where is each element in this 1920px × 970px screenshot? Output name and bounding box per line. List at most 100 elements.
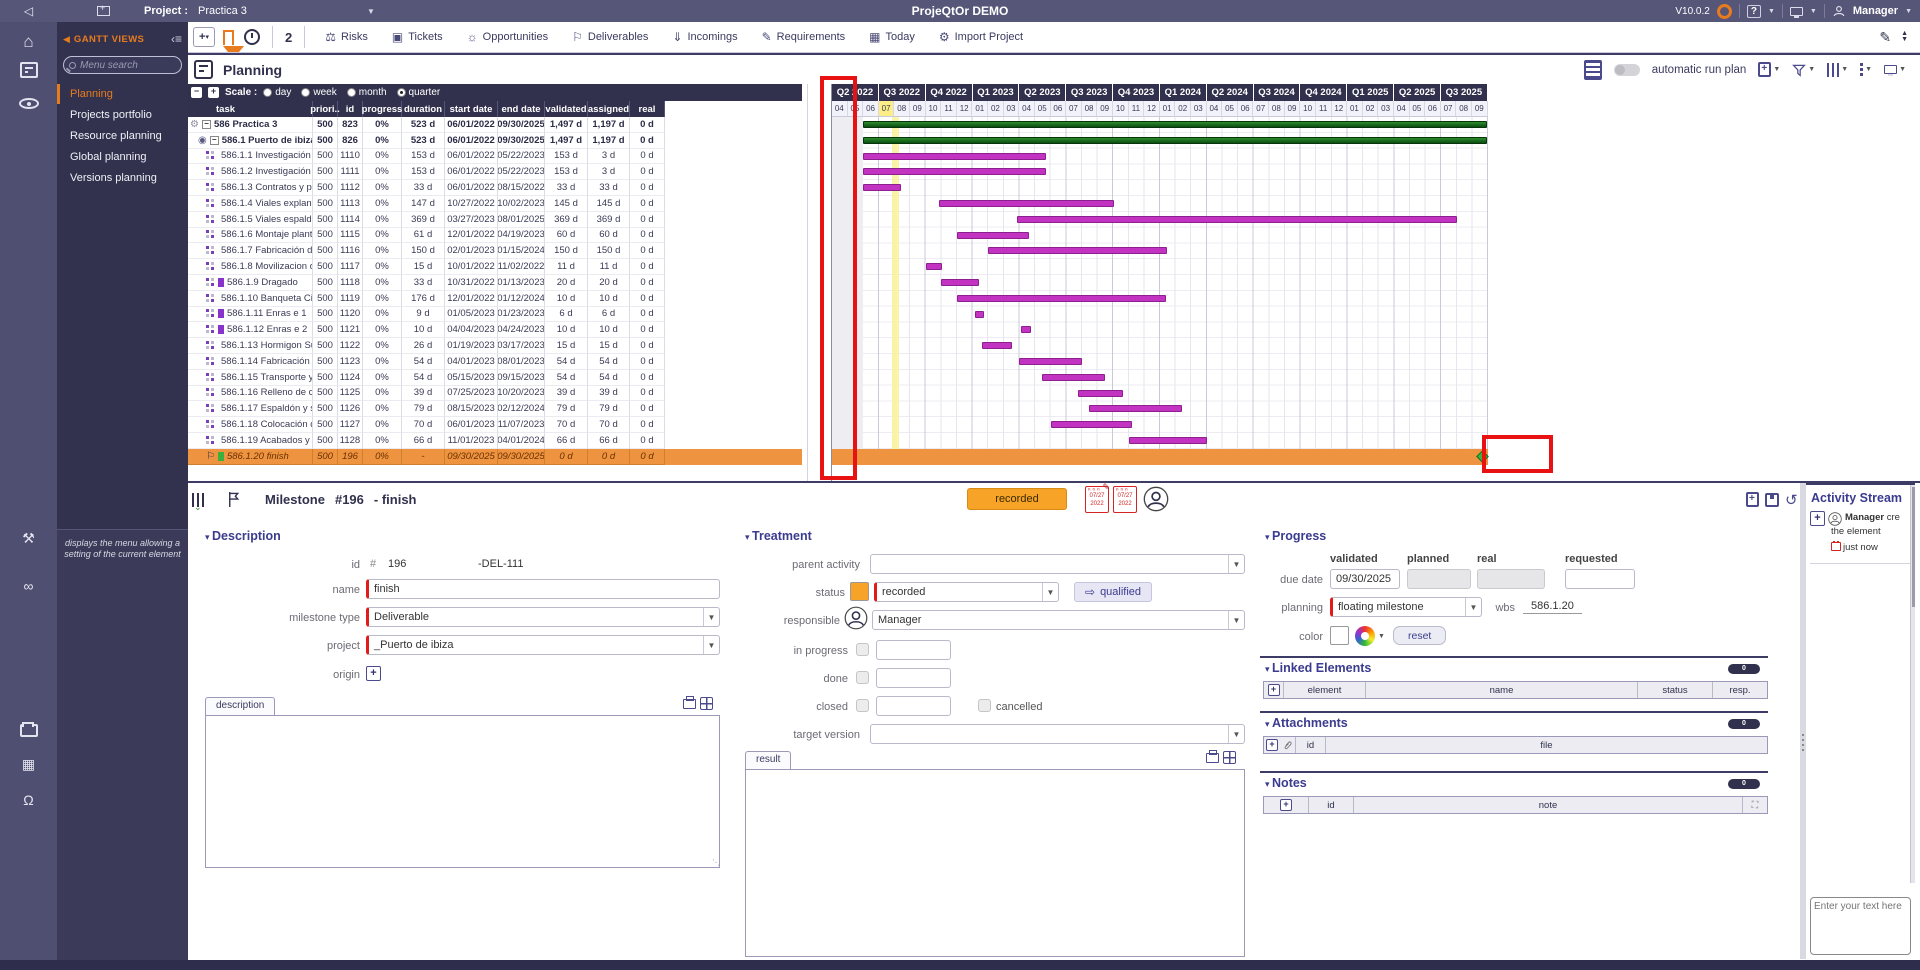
task-hierarchy-icon[interactable] — [206, 214, 215, 224]
table-row[interactable]: 586.1.14 Fabricación c.. 500 1123 0% 54 d 04/… — [188, 353, 665, 370]
table-row[interactable]: 586.1.8 Movilizacion d.. 500 1117 0% 15 d 10/… — [188, 259, 665, 275]
project-gear-icon[interactable]: ⚙ — [190, 118, 199, 130]
table-row[interactable]: 586.1.17 Espaldón y s.. 500 1126 0% 79 d 08/1… — [188, 401, 665, 418]
gantt-task-bar[interactable] — [863, 184, 902, 192]
gantt-body[interactable] — [832, 117, 1489, 465]
layout-grid-icon[interactable] — [700, 697, 713, 710]
responsible-person-icon[interactable] — [844, 606, 868, 630]
automatic-run-plan-toggle[interactable] — [1613, 63, 1640, 76]
report-button[interactable]: ▼ — [1758, 62, 1780, 77]
views-eye-icon[interactable] — [0, 94, 57, 114]
planning-module-icon[interactable] — [0, 62, 57, 83]
notifications-bell-icon[interactable]: Ω — [23, 792, 34, 808]
gantt-task-bar[interactable] — [1016, 215, 1457, 223]
sidebar-item-versions-planning[interactable]: Versions planning — [70, 172, 157, 184]
task-hierarchy-icon[interactable] — [206, 277, 215, 287]
checklist-button[interactable] — [1746, 492, 1759, 507]
gantt-task-bar[interactable] — [1078, 389, 1123, 397]
task-hierarchy-icon[interactable] — [206, 293, 215, 303]
print-icon[interactable] — [683, 695, 696, 709]
table-row[interactable]: 586.1.19 Acabados y .. 500 1128 0% 66 d 11/01… — [188, 432, 665, 449]
gantt-task-bar[interactable] — [938, 200, 1114, 207]
links-icon[interactable]: ∞ — [23, 578, 34, 594]
gantt-task-bar[interactable] — [925, 263, 942, 271]
table-row[interactable]: 586.1.7 Fabricación de.. 500 1116 0% 150 d 02… — [188, 243, 665, 260]
task-hierarchy-icon[interactable] — [206, 309, 215, 318]
gantt-task-bar[interactable] — [863, 152, 1046, 160]
sidebar-collapse-icon[interactable]: ‹≡ — [171, 32, 182, 46]
alerts-count-badge[interactable]: 2 — [285, 29, 293, 45]
reports-grid-icon[interactable]: ▦ — [21, 756, 36, 772]
task-hierarchy-icon[interactable] — [206, 420, 215, 429]
in-progress-date-field[interactable] — [876, 640, 951, 660]
column-header-startdate[interactable]: start date — [445, 101, 498, 117]
toolbar-button-today[interactable]: ▦ Today — [869, 30, 915, 44]
project-selector[interactable]: Practica 3 — [198, 5, 247, 17]
scale-radio-week[interactable]: week — [301, 87, 337, 98]
task-hierarchy-icon[interactable] — [206, 246, 215, 255]
responsible-select[interactable]: Manager ▼ — [872, 610, 1245, 630]
add-linked-element-button[interactable]: + — [1267, 684, 1280, 696]
table-row[interactable]: 586.1.13 Hormigon Su.. 500 1122 0% 26 d 01/19… — [188, 338, 665, 354]
new-window-icon[interactable] — [97, 3, 110, 16]
color-caret-icon[interactable]: ▼ — [1378, 633, 1385, 640]
column-header-priori[interactable]: priori.. — [310, 101, 340, 117]
scale-radio-day[interactable]: day — [263, 87, 291, 98]
sidebar-item-resource-planning[interactable]: Resource planning — [70, 130, 162, 142]
column-header-validated[interactable]: validated — [545, 101, 588, 117]
due-date-validated-field[interactable]: 09/30/2025 — [1330, 569, 1400, 589]
activity-comment-input[interactable] — [1810, 897, 1911, 955]
sidebar-item-planning[interactable]: Planning — [57, 84, 188, 104]
gantt-selected-row[interactable] — [832, 448, 1488, 465]
table-row[interactable]: ⚐ 586.1.20 finish 500 196 0% -09/30/2025 09/30… — [188, 448, 802, 465]
gantt-task-bar[interactable] — [1042, 373, 1105, 381]
column-header-real[interactable]: real — [630, 101, 665, 117]
done-date-field[interactable] — [876, 668, 951, 688]
gantt-task-bar[interactable] — [1089, 405, 1182, 413]
task-hierarchy-icon[interactable] — [206, 404, 215, 413]
result-print-icon[interactable] — [1206, 749, 1219, 763]
status-select[interactable]: recorded ▼ — [874, 582, 1059, 602]
gantt-task-bar[interactable] — [863, 168, 1046, 176]
cancelled-checkbox[interactable] — [978, 699, 991, 712]
column-header-assigned[interactable]: assigned — [588, 101, 630, 117]
column-header-task[interactable]: task — [188, 101, 313, 117]
column-header-id[interactable]: id — [338, 101, 363, 117]
table-row[interactable]: 586.1.11 Enras e 1 500 1120 0% 9 d 01/05/2023… — [188, 306, 665, 323]
add-note-button[interactable]: + — [1280, 799, 1292, 811]
expand-all-button[interactable]: + — [208, 87, 219, 98]
collapse-toggle-icon[interactable]: − — [201, 119, 211, 129]
table-row[interactable]: 586.1.15 Transporte y.. 500 1124 0% 54 d 05/1… — [188, 369, 665, 386]
table-row[interactable]: 586.1.2 Investigación .. 500 1111 0% 153 d 06… — [188, 164, 665, 181]
menu-search-input[interactable] — [80, 59, 168, 71]
attach-link-icon[interactable] — [1283, 740, 1292, 751]
due-date-requested-field[interactable] — [1565, 569, 1635, 589]
user-menu[interactable]: Manager — [1852, 5, 1899, 17]
column-header-progress[interactable]: progress — [362, 101, 402, 117]
user-caret-icon[interactable]: ▼ — [1905, 7, 1912, 15]
toolbar-button-tickets[interactable]: ▣ Tickets — [392, 30, 443, 44]
task-hierarchy-icon[interactable] — [206, 388, 215, 397]
milestone-type-select[interactable]: Deliverable ▼ — [366, 607, 720, 627]
sidebar-item-projects-portfolio[interactable]: Projects portfolio — [70, 109, 152, 121]
table-row[interactable]: 586.1.10 Banqueta Ci.. 500 1119 0% 176 d 12/0… — [188, 290, 665, 307]
toolbar-button-requirements[interactable]: ✎ Requirements — [762, 30, 846, 44]
table-row[interactable]: 586.1.3 Contratos y p.. 500 1112 0% 33 d 06/0… — [188, 180, 665, 196]
gantt-task-bar[interactable] — [940, 279, 979, 286]
activity-scrollbar[interactable] — [1910, 485, 1915, 883]
task-hierarchy-icon[interactable] — [206, 356, 215, 366]
name-field[interactable] — [366, 579, 720, 599]
toolbar-button-incomings[interactable]: ⇓ Incomings — [672, 30, 737, 44]
collapse-all-button[interactable]: − — [191, 87, 202, 98]
refresh-button[interactable]: ↺ — [1785, 491, 1798, 509]
task-hierarchy-icon[interactable] — [206, 167, 215, 176]
gantt-summary-bar[interactable] — [863, 136, 1488, 144]
closed-checkbox[interactable] — [856, 699, 869, 712]
section-linked-elements[interactable]: Linked Elements — [1265, 661, 1371, 675]
options-kebab-button[interactable]: ▼ — [1860, 63, 1872, 76]
edit-pencil-icon[interactable]: ✎ — [1879, 28, 1892, 45]
table-row[interactable]: ◉ −586.1 Puerto de ibiza 500 826 0% 523 d 06/0… — [188, 132, 665, 149]
color-reset-button[interactable]: reset — [1393, 626, 1447, 645]
table-row[interactable]: ⚙ −586 Practica 3 500 823 0% 523 d 06/01/2022 0… — [188, 117, 665, 133]
activity-splitter[interactable] — [1800, 483, 1806, 959]
